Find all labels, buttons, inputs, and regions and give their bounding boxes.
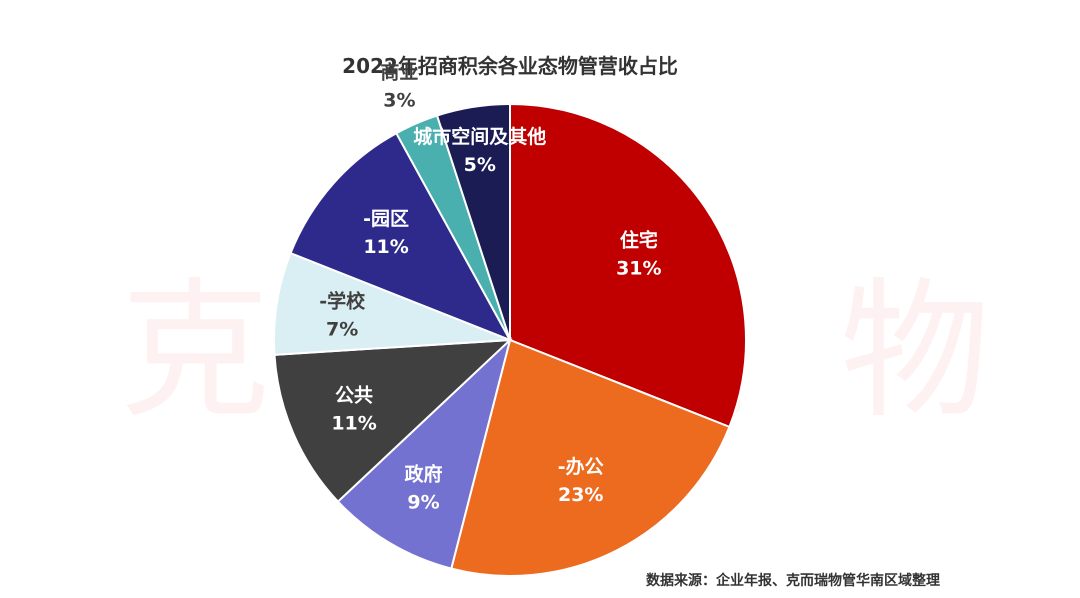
slice-value-label: 7%: [326, 318, 358, 340]
slice-label: -园区: [363, 208, 409, 230]
slice-label: 商业: [380, 60, 418, 83]
pie-slice: [289, 131, 513, 342]
slice-value-label: 11%: [331, 412, 376, 434]
source-note: 数据来源：企业年报、克而瑞物管华南区域整理: [646, 573, 940, 589]
pie-slice: [273, 338, 513, 503]
slice-label: 住宅: [620, 228, 658, 251]
slice-value-label: 9%: [407, 491, 439, 513]
slice-label: 公共: [335, 384, 373, 406]
slice-label: -办公: [558, 455, 604, 478]
slice-value-label: 11%: [363, 236, 408, 258]
slice-value-label: 5%: [464, 154, 496, 176]
pie-slice: [509, 102, 747, 429]
pie-slice: [336, 336, 512, 570]
slice-value-label: 23%: [558, 484, 603, 506]
slice-label: 城市空间及其他: [413, 125, 546, 148]
pie-slice: [273, 251, 511, 356]
slice-value-label: 3%: [383, 89, 415, 111]
chart-title: 2022年招商积余各业态物管营收占比: [342, 54, 678, 78]
pie-slices: [273, 102, 747, 577]
pie-labels: 住宅 31% -办公 23% 政府 9% 公共 11% -学校 7% -园区 11% 商业 3% 城市空间及…: [319, 60, 661, 513]
slice-label: -学校: [319, 289, 366, 312]
slice-value-label: 31%: [616, 257, 661, 279]
slice-label: 政府: [404, 462, 442, 485]
pie-slice: [435, 102, 511, 341]
pie-slice: [450, 338, 731, 577]
